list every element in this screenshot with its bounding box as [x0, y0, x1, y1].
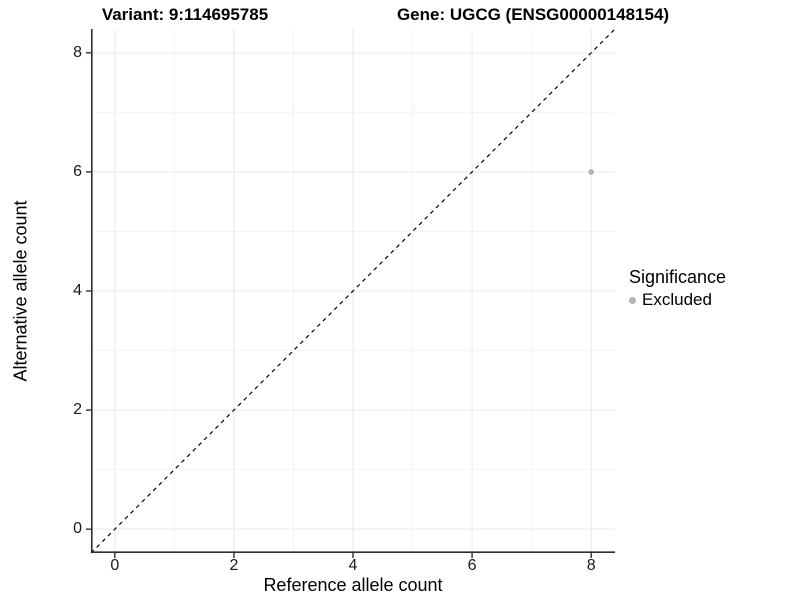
x-axis-title: Reference allele count: [263, 575, 443, 595]
y-tick-label: 2: [73, 401, 82, 419]
x-tick-label: 4: [348, 557, 358, 574]
data-point: [588, 169, 594, 175]
legend-item-label: Excluded: [642, 290, 712, 309]
excluded-point-icon: [629, 296, 636, 304]
x-tick-label: 2: [229, 557, 239, 574]
identity-reference-line: [90, 28, 616, 554]
gene-title: Gene: UGCG (ENSG00000148154): [396, 5, 670, 24]
x-tick-label: 6: [467, 557, 477, 574]
legend-title: Significance: [629, 267, 727, 287]
variant-title: Variant: 9:114695785: [101, 5, 269, 24]
legend-item-excluded: Excluded: [629, 290, 726, 310]
y-tick-label: 8: [73, 43, 82, 61]
plot-canvas: [86, 28, 616, 558]
x-tick-label: 8: [586, 557, 596, 574]
y-tick-label: 0: [73, 520, 82, 538]
y-tick-label: 6: [73, 162, 82, 180]
x-tick-label: 0: [110, 557, 120, 574]
legend: Significance Excluded: [629, 267, 726, 310]
y-tick-label: 4: [73, 282, 82, 299]
y-axis-title: Alternative allele count: [10, 200, 31, 382]
plot-panel: [86, 28, 616, 558]
